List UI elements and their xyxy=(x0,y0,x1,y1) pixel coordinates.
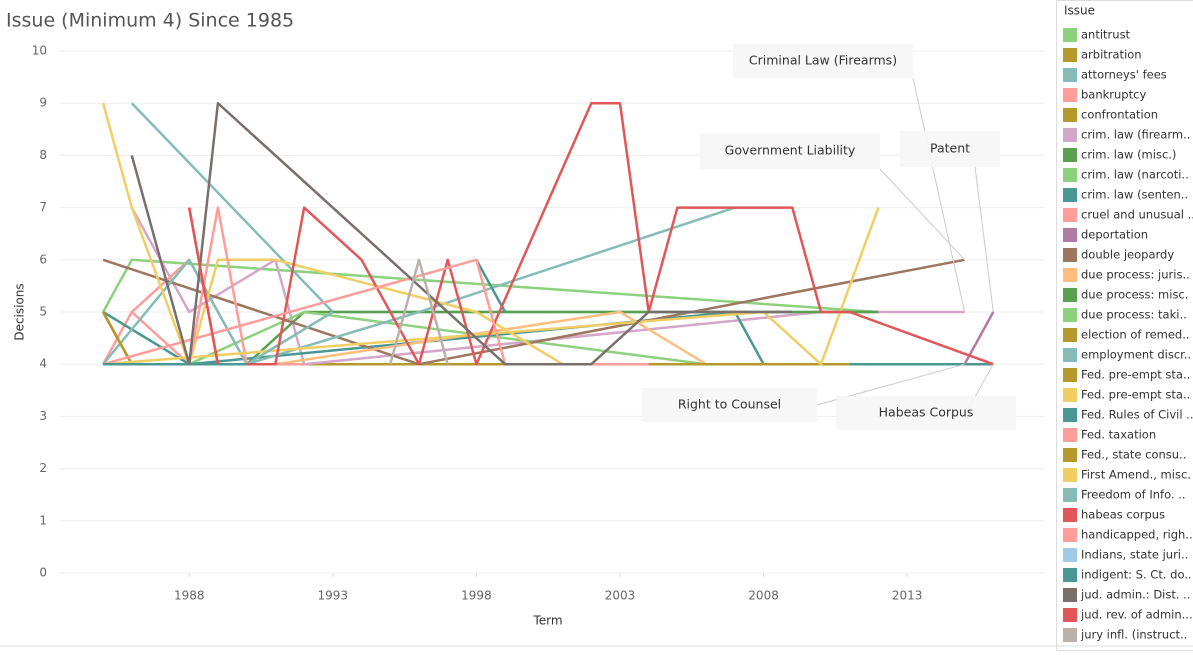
legend-label: Fed. pre-empt sta.. xyxy=(1081,388,1190,402)
legend-swatch xyxy=(1063,468,1077,482)
legend-swatch xyxy=(1063,208,1077,222)
legend-title: Issue xyxy=(1064,4,1095,18)
legend-label: due process: juris.. xyxy=(1081,268,1190,282)
legend-label: crim. law (narcoti.. xyxy=(1081,168,1189,182)
legend-label: arbitration xyxy=(1081,48,1142,62)
annotation-line xyxy=(913,78,965,312)
legend-swatch xyxy=(1063,568,1077,582)
legend-swatch xyxy=(1063,628,1077,642)
legend-label: due process: taki.. xyxy=(1081,308,1187,322)
x-axis-label: Term xyxy=(532,614,562,628)
legend-swatch xyxy=(1063,28,1077,42)
y-tick-label: 0 xyxy=(39,566,47,580)
legend-swatch xyxy=(1063,248,1077,262)
legend-swatch xyxy=(1063,408,1077,422)
legend-swatch xyxy=(1063,368,1077,382)
legend-swatch xyxy=(1063,288,1077,302)
annotation-text: Habeas Corpus xyxy=(879,405,974,420)
legend-label: bankruptcy xyxy=(1081,88,1146,102)
y-tick-label: 5 xyxy=(39,305,47,319)
legend-swatch xyxy=(1063,188,1077,202)
x-tick-label: 2003 xyxy=(605,589,636,603)
legend-swatch xyxy=(1063,488,1077,502)
legend-label: jury infl. (instruct.. xyxy=(1080,628,1187,642)
legend-swatch xyxy=(1063,528,1077,542)
legend-swatch xyxy=(1063,508,1077,522)
legend-swatch xyxy=(1063,88,1077,102)
legend-label: election of remed.. xyxy=(1081,328,1190,342)
legend-label: attorneys' fees xyxy=(1081,68,1167,82)
legend-label: indigent: S. Ct. do.. xyxy=(1081,568,1192,582)
legend-label: Fed. taxation xyxy=(1081,428,1156,442)
annotation-line xyxy=(975,167,993,312)
legend-label: First Amend., misc. xyxy=(1081,468,1191,482)
legend-label: Indians, state juri.. xyxy=(1081,548,1188,562)
y-tick-label: 10 xyxy=(32,44,47,58)
legend-label: double jeopardy xyxy=(1081,248,1174,262)
annotation-text: Criminal Law (Firearms) xyxy=(749,53,897,68)
annotation-text: Patent xyxy=(930,141,970,156)
legend-swatch xyxy=(1063,548,1077,562)
legend-label: Fed. pre-empt sta.. xyxy=(1081,368,1190,382)
legend-swatch xyxy=(1063,448,1077,462)
annotation-line xyxy=(880,169,965,260)
legend-swatch xyxy=(1063,348,1077,362)
legend-swatch xyxy=(1063,108,1077,122)
legend-swatch xyxy=(1063,608,1077,622)
legend-label: crim. law (firearm.. xyxy=(1081,128,1190,142)
legend-swatch xyxy=(1063,168,1077,182)
chart-title: Issue (Minimum 4) Since 1985 xyxy=(6,10,294,32)
legend-swatch xyxy=(1063,148,1077,162)
annotation-text: Government Liability xyxy=(725,143,856,158)
legend-label: employment discr.. xyxy=(1081,348,1191,362)
y-tick-label: 6 xyxy=(39,252,47,266)
legend-label: due process: misc. xyxy=(1081,288,1188,302)
y-tick-label: 2 xyxy=(39,461,47,475)
legend-label: antitrust xyxy=(1081,28,1131,42)
legend-swatch xyxy=(1063,428,1077,442)
y-tick-label: 1 xyxy=(39,513,47,527)
legend-label: crim. law (senten.. xyxy=(1081,188,1188,202)
y-tick-label: 7 xyxy=(39,200,47,214)
legend-label: jud. rev. of admin... xyxy=(1080,608,1193,622)
x-tick-label: 1993 xyxy=(318,589,349,603)
legend-label: handicapped, righ.. xyxy=(1081,528,1193,542)
legend-label: confrontation xyxy=(1081,108,1158,122)
legend-label: cruel and unusual .. xyxy=(1081,208,1193,222)
annotation-text: Right to Counsel xyxy=(678,397,781,412)
legend-swatch xyxy=(1063,48,1077,62)
y-tick-label: 8 xyxy=(39,148,47,162)
y-tick-label: 3 xyxy=(39,409,47,423)
legend-swatch xyxy=(1063,588,1077,602)
legend-swatch xyxy=(1063,388,1077,402)
legend-swatch xyxy=(1063,228,1077,242)
legend-label: Fed., state consu.. xyxy=(1081,448,1186,462)
y-tick-label: 9 xyxy=(39,96,47,110)
y-axis-label: Decisions xyxy=(13,283,27,340)
x-tick-label: 2013 xyxy=(892,589,923,603)
legend-swatch xyxy=(1063,68,1077,82)
legend-swatch xyxy=(1063,128,1077,142)
legend-label: crim. law (misc.) xyxy=(1081,148,1176,162)
x-tick-label: 1988 xyxy=(174,589,205,603)
legend-label: habeas corpus xyxy=(1081,508,1165,522)
y-tick-label: 4 xyxy=(39,357,47,371)
legend-swatch xyxy=(1063,268,1077,282)
x-tick-label: 1998 xyxy=(461,589,492,603)
legend-label: Freedom of Info. .. xyxy=(1081,488,1186,502)
legend-swatch xyxy=(1063,308,1077,322)
x-tick-label: 2008 xyxy=(748,589,779,603)
legend-label: jud. admin.: Dist. .. xyxy=(1080,588,1191,602)
legend-label: Fed. Rules of Civil .. xyxy=(1081,408,1193,422)
legend-label: deportation xyxy=(1081,228,1148,242)
legend-swatch xyxy=(1063,328,1077,342)
